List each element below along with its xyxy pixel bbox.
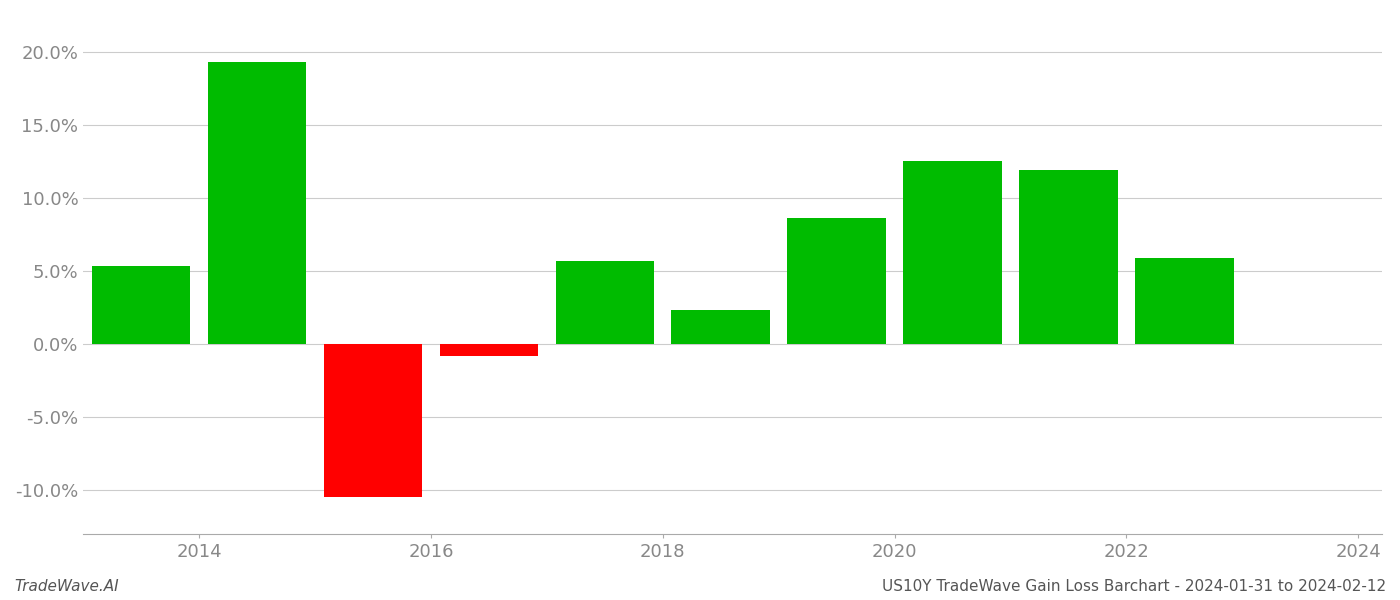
Text: TradeWave.AI: TradeWave.AI bbox=[14, 579, 119, 594]
Text: US10Y TradeWave Gain Loss Barchart - 2024-01-31 to 2024-02-12: US10Y TradeWave Gain Loss Barchart - 202… bbox=[882, 579, 1386, 594]
Bar bbox=[787, 218, 886, 344]
Bar bbox=[903, 161, 1002, 344]
Bar bbox=[92, 266, 190, 344]
Bar bbox=[672, 310, 770, 344]
Bar bbox=[1135, 257, 1233, 344]
Bar bbox=[1019, 170, 1117, 344]
Bar bbox=[207, 62, 307, 344]
Bar bbox=[440, 344, 538, 356]
Bar bbox=[323, 344, 423, 497]
Bar bbox=[556, 260, 654, 344]
